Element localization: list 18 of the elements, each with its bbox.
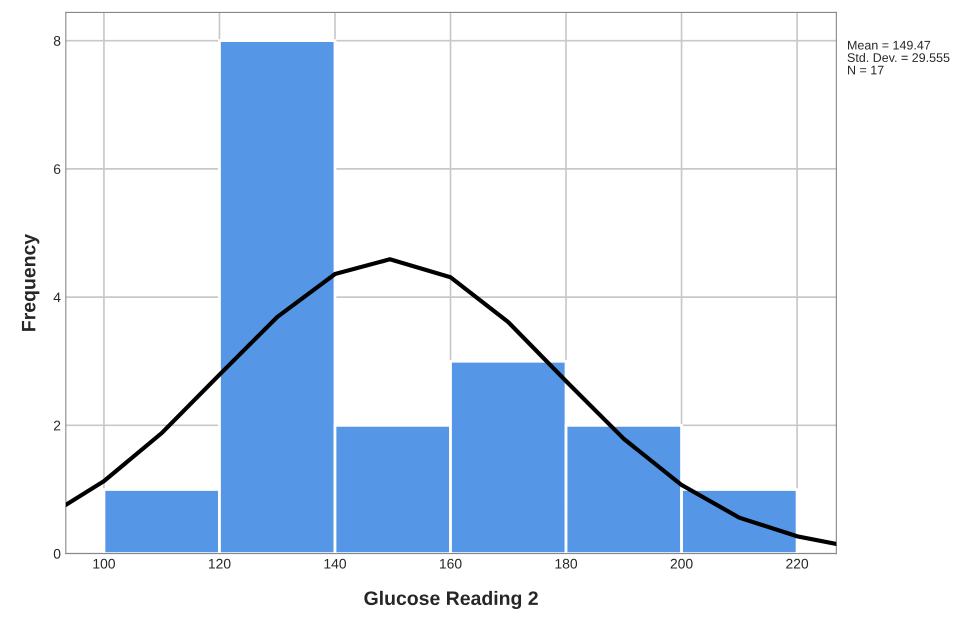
x-tick-label: 100 bbox=[93, 558, 115, 569]
y-tick-label: 8 bbox=[54, 36, 60, 46]
x-tick-label: 200 bbox=[670, 558, 693, 569]
x-tick-label: 160 bbox=[440, 558, 462, 569]
x-tick-label: 180 bbox=[556, 558, 578, 569]
x-axis-title: Glucose Reading 2 bbox=[364, 590, 538, 610]
text: Std. Dev. = 29.555 bbox=[848, 52, 950, 62]
x-tick-label: 120 bbox=[208, 558, 231, 569]
y-tick-label: 4 bbox=[54, 292, 61, 302]
y-axis-title: Frequency bbox=[22, 234, 40, 331]
text: N = 17 bbox=[848, 66, 884, 74]
y-tick-label: 2 bbox=[54, 420, 60, 430]
line-series bbox=[66, 257, 836, 546]
y-tick-label: 6 bbox=[54, 164, 60, 174]
y-tick-label: 0 bbox=[54, 548, 60, 559]
x-tick-label: 140 bbox=[324, 558, 346, 569]
x-tick-label: 220 bbox=[786, 558, 808, 569]
text: Mean = 149.47 bbox=[848, 40, 930, 50]
